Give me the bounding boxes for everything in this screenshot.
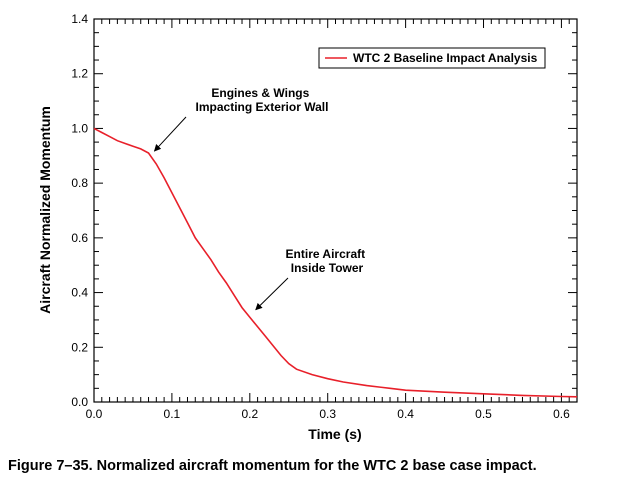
x-tick-labels: 0.0 0.1 0.2 0.3 0.4 0.5 0.6 [86, 407, 570, 421]
figure-caption: Figure 7–35. Normalized aircraft momentu… [8, 458, 537, 474]
annotation-arrow [255, 277, 289, 311]
y-tick-label: 1.4 [71, 12, 88, 26]
y-tick-label: 0.4 [71, 286, 88, 300]
x-axis-title: Time (s) [308, 426, 361, 442]
y-tick-label: 1.0 [71, 121, 88, 135]
y-tick-label: 0.6 [71, 231, 88, 245]
annotation-arrow [153, 116, 187, 152]
x-tick-label: 0.0 [86, 407, 103, 421]
x-tick-label: 0.2 [241, 407, 258, 421]
legend: WTC 2 Baseline Impact Analysis [318, 47, 546, 69]
x-tick-label: 0.3 [319, 407, 336, 421]
x-tick-label: 0.1 [164, 407, 181, 421]
series-line-wtc2-baseline [93, 127, 578, 398]
svg-text:Engines & Wings Impactin: Engines & Wings Impacting Exterior Wall [196, 86, 329, 114]
legend-box [318, 47, 546, 69]
svg-text:Entire Aircraft Inside T: Entire Aircraft Inside Tower [286, 247, 369, 275]
x-tick-label: 0.5 [475, 407, 492, 421]
annotation-line: Engines & Wings [211, 86, 309, 100]
x-tick-label: 0.4 [397, 407, 414, 421]
momentum-chart: 0.0 0.1 0.2 0.3 0.4 0.5 0.6 0.0 0.2 0.4 0.6 0.8 1.0… [37, 12, 578, 442]
annotation-engines-wings: Engines & Wings Impacting Exterior Wall [153, 86, 329, 152]
annotation-line: Inside Tower [291, 261, 364, 275]
annotation-entire-aircraft: Entire Aircraft Inside Tower [255, 247, 369, 311]
y-axis-title: Aircraft Normalized Momentum [37, 106, 53, 314]
x-tick-label: 0.6 [553, 407, 570, 421]
legend-entry: WTC 2 Baseline Impact Analysis [353, 51, 538, 65]
y-tick-label: 0.0 [71, 395, 88, 409]
y-tick-label: 1.2 [71, 67, 88, 81]
y-tick-label: 0.2 [71, 340, 88, 354]
axis-ticks [93, 18, 578, 403]
y-tick-labels: 0.0 0.2 0.4 0.6 0.8 1.0 1.2 1.4 [71, 12, 88, 409]
annotation-line: Impacting Exterior Wall [196, 100, 329, 114]
plot-frame [93, 18, 578, 403]
annotation-line: Entire Aircraft [286, 247, 366, 261]
y-tick-label: 0.8 [71, 176, 88, 190]
